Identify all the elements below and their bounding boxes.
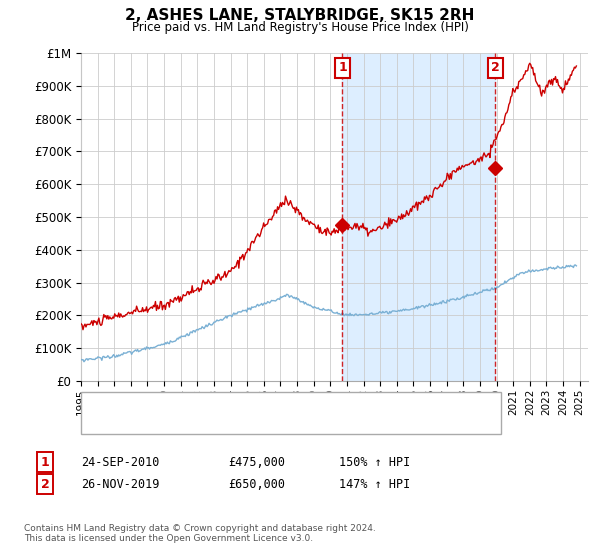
Text: 2: 2 [41,478,49,491]
Text: 1: 1 [338,62,347,74]
Text: 147% ↑ HPI: 147% ↑ HPI [339,478,410,491]
Text: Contains HM Land Registry data © Crown copyright and database right 2024.
This d: Contains HM Land Registry data © Crown c… [24,524,376,543]
Text: 2: 2 [491,62,500,74]
Text: ——: —— [90,396,118,411]
Text: 2, ASHES LANE, STALYBRIDGE, SK15 2RH (detached house): 2, ASHES LANE, STALYBRIDGE, SK15 2RH (de… [120,399,444,409]
Text: 2, ASHES LANE, STALYBRIDGE, SK15 2RH: 2, ASHES LANE, STALYBRIDGE, SK15 2RH [125,8,475,24]
Text: ——: —— [90,417,118,431]
Text: £475,000: £475,000 [228,455,285,469]
Text: HPI: Average price, detached house, Tameside: HPI: Average price, detached house, Tame… [120,418,374,428]
Text: 1: 1 [41,455,49,469]
Text: Price paid vs. HM Land Registry's House Price Index (HPI): Price paid vs. HM Land Registry's House … [131,21,469,34]
Text: £650,000: £650,000 [228,478,285,491]
Bar [343,53,495,381]
Text: 24-SEP-2010: 24-SEP-2010 [81,455,160,469]
Text: 150% ↑ HPI: 150% ↑ HPI [339,455,410,469]
Text: 26-NOV-2019: 26-NOV-2019 [81,478,160,491]
